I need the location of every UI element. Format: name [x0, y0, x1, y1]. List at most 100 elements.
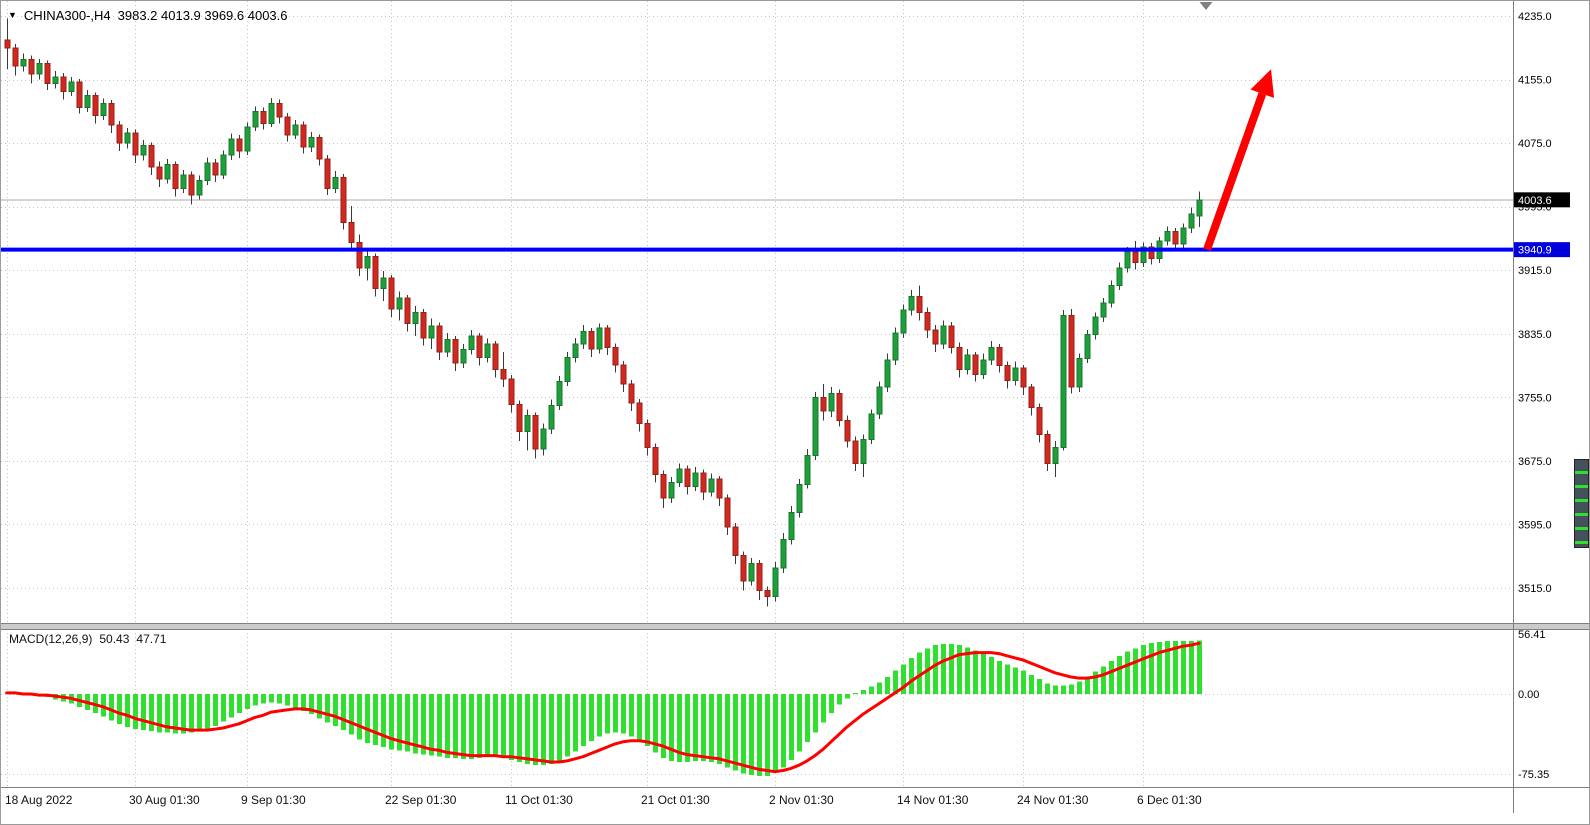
candle-down — [4, 39, 11, 49]
candle-down — [628, 383, 635, 404]
macd-bar — [253, 694, 258, 706]
candle-down — [932, 329, 939, 345]
macd-bar — [1149, 643, 1154, 694]
macd-bar — [581, 694, 586, 747]
candle-down — [340, 176, 347, 224]
macd-bar — [453, 694, 458, 758]
macd-signal-line — [5, 641, 1201, 774]
macd-bar — [461, 694, 466, 759]
panel-splitter[interactable] — [1, 623, 1590, 629]
candle-up — [220, 154, 227, 176]
macd-bar — [117, 694, 122, 724]
macd-indicator-label: MACD(12,26,9) 50.43 47.71 — [9, 632, 173, 646]
title-marker-icon: ▼ — [8, 10, 17, 20]
price-tick-label: 3835.0 — [1518, 329, 1552, 341]
current-price-tag: 4003.6 — [1514, 192, 1570, 208]
candle-down — [700, 472, 707, 493]
time-tick-label: 18 Aug 2022 — [5, 793, 73, 807]
candle-up — [1180, 227, 1187, 245]
macd-bar — [325, 694, 330, 723]
candle-down — [316, 137, 323, 160]
candle-down — [684, 468, 691, 487]
candle-up — [1084, 334, 1091, 359]
candle-up — [940, 325, 947, 345]
candle-up — [364, 256, 371, 269]
macd-bar — [885, 677, 890, 694]
candle-up — [676, 468, 683, 483]
macd-bar — [949, 644, 954, 694]
candle-up — [548, 404, 555, 430]
candle-up — [572, 343, 579, 359]
candle-down — [372, 256, 379, 289]
candle-down — [348, 222, 355, 243]
candle-up — [892, 332, 899, 361]
candle-down — [924, 311, 931, 331]
candle-up — [428, 325, 435, 339]
candle-down — [844, 419, 851, 442]
candle-up — [580, 330, 587, 345]
macd-bar — [629, 694, 634, 737]
candle-up — [564, 357, 571, 382]
candle-up — [980, 359, 987, 375]
macd-bar — [109, 694, 114, 721]
macd-name-label: MACD(12,26,9) — [9, 632, 93, 646]
macd-bar — [445, 694, 450, 758]
candle-up — [772, 567, 779, 598]
macd-bar — [293, 694, 298, 708]
candle-up — [68, 81, 75, 92]
macd-bar — [741, 694, 746, 774]
candle-up — [1012, 367, 1019, 382]
macd-bar — [901, 664, 906, 694]
macd-tick-label: -75.35 — [1518, 769, 1549, 781]
scrollbar-thumb[interactable] — [1574, 459, 1589, 548]
price-tick-label: 3755.0 — [1518, 392, 1552, 404]
macd-bar — [493, 694, 498, 757]
macd-bar — [653, 694, 658, 753]
candle-up — [84, 94, 91, 108]
candle-up — [268, 102, 275, 124]
candle-up — [228, 138, 235, 156]
candle-down — [740, 554, 747, 582]
candle-down — [356, 241, 363, 269]
candle-down — [76, 81, 83, 108]
macd-bar — [1133, 648, 1138, 694]
macd-bar — [853, 692, 858, 694]
candle-up — [140, 144, 147, 156]
candle-up — [828, 392, 835, 412]
trend-arrow[interactable] — [1203, 69, 1275, 251]
candle-down — [300, 124, 307, 148]
candle-down — [916, 295, 923, 313]
macd-bar — [101, 694, 106, 717]
macd-bar — [605, 694, 610, 734]
candle-down — [612, 346, 619, 366]
macd-bar — [173, 694, 178, 734]
macd-bar — [909, 657, 914, 694]
candle-down — [1020, 367, 1027, 388]
macd-bar — [557, 694, 562, 761]
macd-bar — [1029, 674, 1034, 694]
candle-up — [540, 428, 547, 450]
macd-bar — [517, 694, 522, 762]
candle-up — [468, 335, 475, 351]
candle-down — [436, 325, 443, 353]
macd-bar — [813, 694, 818, 733]
macd-bar — [549, 694, 554, 765]
candle-up — [1188, 213, 1195, 229]
chart-title: ▼ CHINA300-,H4 3983.2 4013.9 3969.6 4003… — [8, 8, 288, 23]
candle-up — [876, 386, 883, 415]
macd-bar — [1173, 640, 1178, 694]
candle-up — [1100, 302, 1107, 318]
candle-down — [644, 423, 651, 448]
candle-up — [804, 454, 811, 486]
macd-bar — [709, 694, 714, 762]
candle-up — [196, 179, 203, 196]
candle-down — [12, 47, 19, 67]
macd-bar — [1157, 641, 1162, 694]
candle-up — [308, 137, 315, 148]
macd-bar — [661, 694, 666, 758]
candle-down — [60, 76, 67, 92]
macd-bar — [613, 694, 618, 733]
candle-up — [1076, 357, 1083, 388]
candle-up — [1060, 315, 1067, 448]
